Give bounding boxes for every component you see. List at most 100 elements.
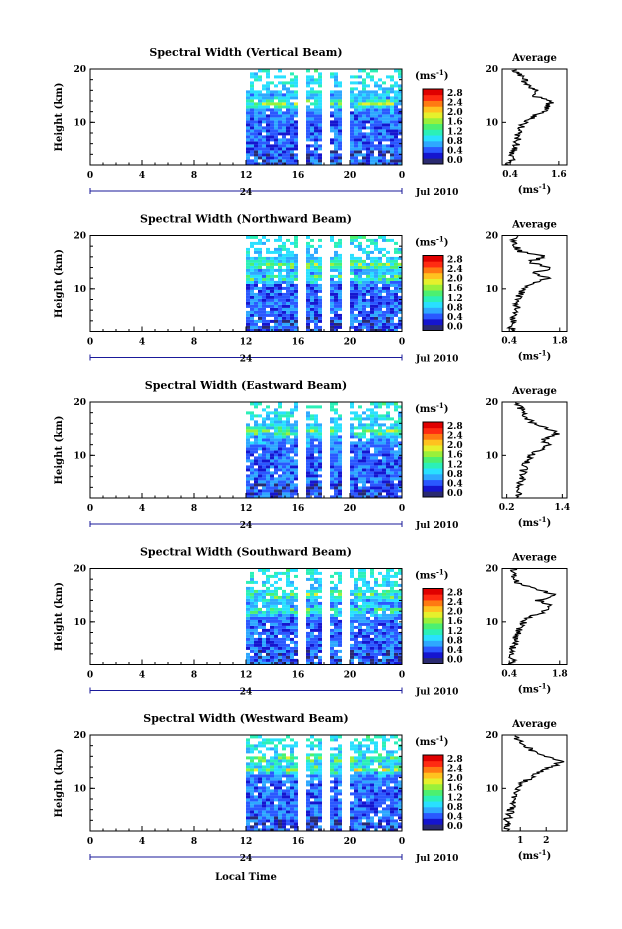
heatmap-cell (354, 280, 358, 284)
heatmap-cell (266, 289, 270, 293)
heatmap-cell (358, 810, 362, 814)
heatmap-cell (390, 111, 394, 115)
heatmap-cell (258, 289, 262, 293)
heatmap-cell (318, 765, 322, 769)
heatmap-cell (262, 153, 266, 157)
heatmap-cell (294, 295, 298, 299)
heatmap-cell (314, 813, 318, 817)
heatmap-cell (274, 322, 278, 326)
heatmap-cell (278, 132, 282, 136)
heatmap-cell (386, 595, 390, 599)
heatmap-cell (358, 804, 362, 808)
heatmap-cell (362, 486, 366, 490)
heatmap-cell (334, 816, 338, 820)
heatmap-cell (286, 468, 290, 472)
heatmap-cell (350, 477, 354, 481)
heatmap-cell (362, 825, 366, 829)
heatmap-cell (278, 138, 282, 142)
heatmap-cell (398, 256, 402, 260)
heatmap-cell (266, 459, 270, 463)
heatmap-cell (254, 798, 258, 802)
heatmap-cell (310, 622, 314, 626)
heatmap-cell (258, 90, 262, 94)
heatmap-cell (262, 453, 266, 457)
heatmap-cell (286, 105, 290, 109)
heatmap-cell (374, 744, 378, 748)
heatmap-cell (386, 280, 390, 284)
heatmap-cell (350, 495, 354, 499)
heatmap-cell (390, 114, 394, 118)
heatmap-cell (266, 795, 270, 799)
heatmap-cell (250, 411, 254, 415)
heatmap-cell (254, 819, 258, 823)
heatmap-cell (294, 313, 298, 317)
heatmap-cell (286, 411, 290, 415)
heatmap-cell (290, 414, 294, 418)
heatmap-cell (370, 628, 374, 632)
heatmap-cell (266, 423, 270, 427)
heatmap-cell (250, 96, 254, 100)
heatmap-cell (262, 417, 266, 421)
heatmap-cell (318, 405, 322, 409)
heatmap-cell (354, 156, 358, 160)
heatmap-cell (334, 489, 338, 493)
heatmap-cell (338, 477, 342, 481)
heatmap-cell (294, 328, 298, 332)
heatmap-cell (278, 762, 282, 766)
profile-y-tick-label: 20 (485, 731, 498, 741)
heatmap-cell (362, 262, 366, 266)
heatmap-cell (250, 634, 254, 638)
colorbar-segment (423, 255, 443, 262)
heatmap-cell (362, 643, 366, 647)
heatmap-cell (334, 241, 338, 245)
heatmap-cell (314, 268, 318, 272)
heatmap-cell (382, 429, 386, 433)
heatmap-cell (258, 141, 262, 145)
heatmap-cell (358, 643, 362, 647)
heatmap-cell (382, 129, 386, 133)
heatmap-cell (294, 235, 298, 239)
heatmap-cell (334, 589, 338, 593)
heatmap-cell (278, 474, 282, 478)
heatmap-cell (370, 444, 374, 448)
heatmap-cell (378, 583, 382, 587)
heatmap-cell (370, 655, 374, 659)
colorbar-tick-label: 2.8 (447, 422, 463, 432)
heatmap-cell (398, 456, 402, 460)
heatmap-cell (398, 592, 402, 596)
colorbar-tick-label: 2.4 (447, 765, 463, 775)
heatmap-cell (278, 753, 282, 757)
heatmap-cell (266, 435, 270, 439)
heatmap-cell (338, 756, 342, 760)
heatmap-cell (354, 589, 358, 593)
heatmap-cell (266, 153, 270, 157)
heatmap-cell (314, 405, 318, 409)
heatmap-cell (250, 598, 254, 602)
heatmap-cell (290, 444, 294, 448)
profile-x-tick-label: 0.4 (501, 337, 517, 347)
heatmap-cell (330, 432, 334, 436)
heatmap-cell (330, 798, 334, 802)
heatmap-cell (362, 69, 366, 73)
heatmap-cell (310, 598, 314, 602)
heatmap-cell (358, 589, 362, 593)
heatmap-cell (350, 322, 354, 326)
heatmap-cell (282, 798, 286, 802)
heatmap-cell (262, 435, 266, 439)
heatmap-cell (306, 241, 310, 245)
heatmap-cell (254, 801, 258, 805)
heatmap-cell (354, 640, 358, 644)
heatmap-cell (246, 768, 250, 772)
heatmap-cell (262, 628, 266, 632)
heatmap-cell (274, 111, 278, 115)
heatmap-cell (278, 277, 282, 281)
heatmap-cell (290, 589, 294, 593)
profile-line (506, 235, 552, 333)
heatmap-cell (258, 777, 262, 781)
heatmap-cell (262, 319, 266, 323)
colorbar-segment (423, 623, 443, 630)
heatmap-cell (270, 795, 274, 799)
heatmap-cell (398, 414, 402, 418)
heatmap-cell (310, 492, 314, 496)
heatmap-cell (394, 459, 398, 463)
